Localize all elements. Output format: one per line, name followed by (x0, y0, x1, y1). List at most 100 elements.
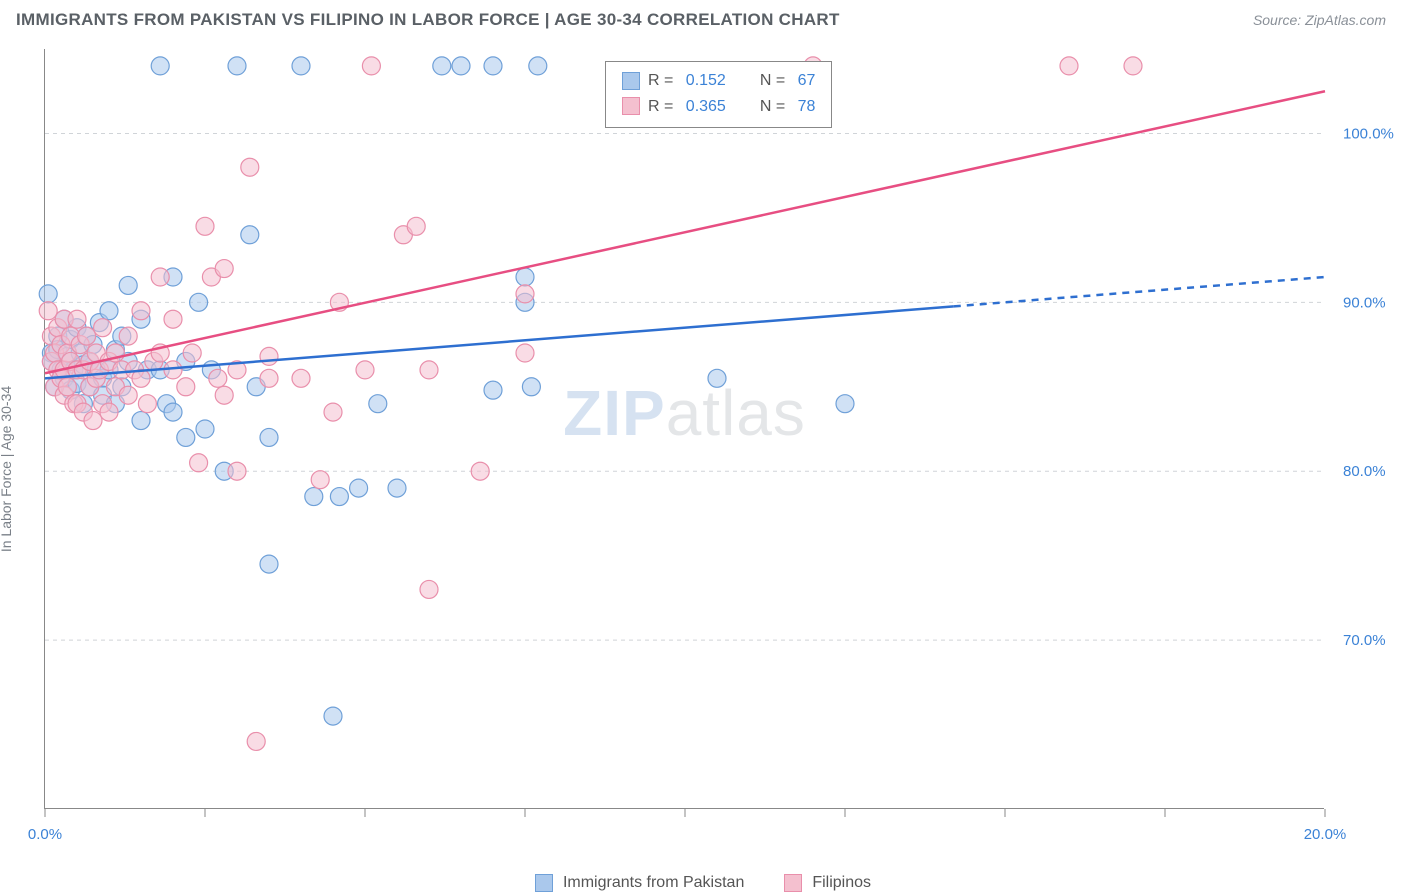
chart-container: In Labor Force | Age 30-34 70.0%80.0%90.… (0, 44, 1406, 894)
scatter-point (516, 268, 534, 286)
plot-area: 70.0%80.0%90.0%100.0%0.0%20.0% ZIPatlas … (44, 49, 1324, 809)
y-tick-label: 80.0% (1343, 463, 1386, 480)
legend-swatch (622, 72, 640, 90)
scatter-point (190, 454, 208, 472)
scatter-point (84, 412, 102, 430)
scatter-point (132, 412, 150, 430)
scatter-point (330, 488, 348, 506)
stats-row: R = 0.365 N = 78 (622, 94, 815, 120)
scatter-point (433, 57, 451, 75)
scatter-point (452, 57, 470, 75)
scatter-point (177, 428, 195, 446)
scatter-point (311, 471, 329, 489)
scatter-point (119, 327, 137, 345)
scatter-point (260, 369, 278, 387)
scatter-point (94, 319, 112, 337)
legend-item: Filipinos (784, 874, 871, 892)
scatter-point (215, 260, 233, 278)
scatter-point (484, 57, 502, 75)
scatter-point (247, 732, 265, 750)
stats-n-label: N = (760, 94, 785, 120)
scatter-point (228, 57, 246, 75)
scatter-point (516, 344, 534, 362)
y-tick-label: 100.0% (1343, 125, 1394, 142)
stats-n-value: 78 (793, 94, 815, 120)
scatter-point (215, 386, 233, 404)
stats-box: R = 0.152 N = 67 R = 0.365 N = 78 (605, 61, 832, 128)
scatter-point (164, 403, 182, 421)
stats-row: R = 0.152 N = 67 (622, 68, 815, 94)
scatter-point (1060, 57, 1078, 75)
scatter-point (196, 420, 214, 438)
scatter-point (151, 57, 169, 75)
scatter-point (836, 395, 854, 413)
x-tick-label: 0.0% (28, 826, 62, 843)
stats-n-value: 67 (793, 68, 815, 94)
legend-swatch (784, 874, 802, 892)
y-tick-label: 70.0% (1343, 632, 1386, 649)
scatter-point (209, 369, 227, 387)
legend-item: Immigrants from Pakistan (535, 874, 744, 892)
legend-label: Filipinos (812, 874, 871, 892)
scatter-point (241, 158, 259, 176)
scatter-point (708, 369, 726, 387)
scatter-point (420, 361, 438, 379)
scatter-point (471, 462, 489, 480)
scatter-point (369, 395, 387, 413)
stats-r-label: R = (648, 94, 673, 120)
scatter-point (138, 395, 156, 413)
scatter-point (183, 344, 201, 362)
scatter-point (119, 276, 137, 294)
chart-header: IMMIGRANTS FROM PAKISTAN VS FILIPINO IN … (0, 0, 1406, 44)
scatter-point (119, 386, 137, 404)
scatter-point (100, 302, 118, 320)
scatter-point (516, 285, 534, 303)
scatter-point (356, 361, 374, 379)
scatter-point (388, 479, 406, 497)
scatter-point (324, 403, 342, 421)
stats-n-label: N = (760, 68, 785, 94)
scatter-point (292, 57, 310, 75)
y-axis-label: In Labor Force | Age 30-34 (0, 386, 14, 552)
scatter-point (260, 555, 278, 573)
scatter-point (132, 302, 150, 320)
x-tick-label: 20.0% (1304, 826, 1347, 843)
bottom-legend: Immigrants from Pakistan Filipinos (0, 874, 1406, 894)
scatter-point (260, 347, 278, 365)
stats-r-value: 0.152 (681, 68, 725, 94)
legend-swatch (535, 874, 553, 892)
stats-r-label: R = (648, 68, 673, 94)
chart-title: IMMIGRANTS FROM PAKISTAN VS FILIPINO IN … (16, 10, 840, 30)
scatter-point (350, 479, 368, 497)
scatter-point (39, 285, 57, 303)
scatter-point (260, 428, 278, 446)
scatter-point (164, 310, 182, 328)
scatter-point (151, 268, 169, 286)
plot-svg: 70.0%80.0%90.0%100.0%0.0%20.0% (45, 49, 1324, 808)
scatter-point (100, 403, 118, 421)
scatter-point (241, 226, 259, 244)
scatter-point (484, 381, 502, 399)
scatter-point (68, 310, 86, 328)
scatter-point (196, 217, 214, 235)
scatter-point (305, 488, 323, 506)
scatter-point (78, 327, 96, 345)
legend-label: Immigrants from Pakistan (563, 874, 744, 892)
chart-source: Source: ZipAtlas.com (1253, 12, 1386, 28)
y-tick-label: 90.0% (1343, 294, 1386, 311)
scatter-point (39, 302, 57, 320)
scatter-point (522, 378, 540, 396)
scatter-point (1124, 57, 1142, 75)
scatter-point (228, 462, 246, 480)
scatter-point (58, 378, 76, 396)
scatter-point (292, 369, 310, 387)
legend-swatch (622, 97, 640, 115)
scatter-point (407, 217, 425, 235)
stats-r-value: 0.365 (681, 94, 725, 120)
scatter-point (362, 57, 380, 75)
scatter-point (420, 580, 438, 598)
scatter-point (529, 57, 547, 75)
scatter-point (190, 293, 208, 311)
scatter-point (324, 707, 342, 725)
scatter-point (177, 378, 195, 396)
